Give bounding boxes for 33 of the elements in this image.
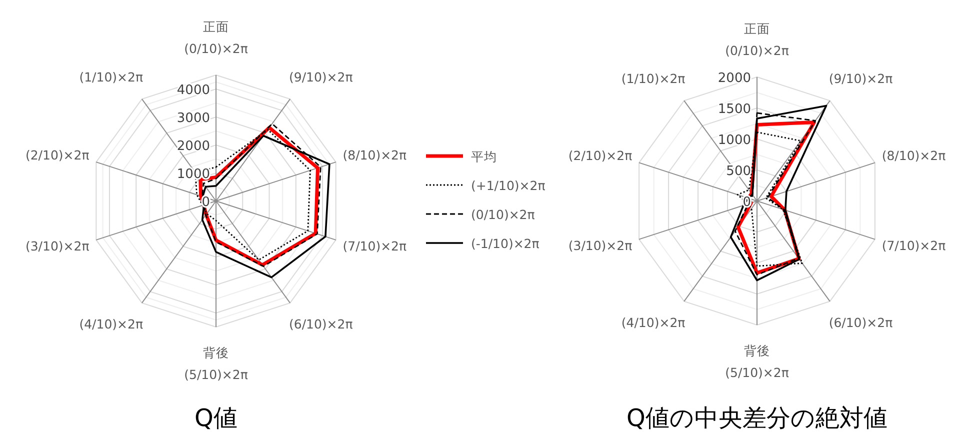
spoke-label: (1/10)×2π [79, 69, 144, 84]
spoke-label: (1/10)×2π [621, 70, 686, 86]
legend-label: (0/10)×2π [471, 207, 536, 222]
spoke-label: (6/10)×2π [288, 316, 354, 332]
y-tick-label: 2000 [718, 71, 751, 86]
spoke-label: 正面 (0/10)×2π [725, 21, 790, 58]
spoke-label: (2/10)×2π [25, 147, 90, 162]
spoke-label: (3/10)×2π [568, 238, 633, 254]
y-tick-label: 3000 [176, 111, 210, 126]
spoke-label: (8/10)×2π [882, 148, 946, 163]
spoke-label: (7/10)×2π [342, 238, 408, 254]
y-tick-label: 1500 [718, 102, 751, 117]
spoke-label: 背後 (5/10)×2π [184, 345, 248, 382]
spoke-label: (2/10)×2π [568, 148, 633, 163]
legend-label: (+1/10)×2π [471, 178, 546, 193]
y-tick-label: 1000 [718, 133, 751, 148]
spoke-label: (9/10)×2π [828, 70, 894, 86]
spoke-label: (9/10)×2π [288, 69, 354, 84]
spoke-label: (4/10)×2π [621, 315, 686, 330]
text: Q値 [194, 404, 238, 432]
spoke-label: (4/10)×2π [79, 316, 144, 332]
text: Q値の中央差分の絶対値 [626, 404, 888, 432]
y-tick-label: 2000 [176, 139, 210, 154]
spoke-label: (7/10)×2π [882, 238, 946, 254]
spoke-label: (3/10)×2π [25, 238, 90, 254]
y-tick-label: 0 [742, 195, 751, 210]
spoke-label: 背後 (5/10)×2π [725, 343, 790, 380]
legend-label: (-1/10)×2π [471, 236, 540, 251]
spoke-label: (6/10)×2π [828, 315, 894, 330]
y-tick-label: 4000 [176, 83, 210, 98]
legend-label: 平均 [471, 149, 497, 164]
spoke-label: (8/10)×2π [342, 147, 408, 162]
spoke-label: 正面 (0/10)×2π [184, 19, 248, 56]
